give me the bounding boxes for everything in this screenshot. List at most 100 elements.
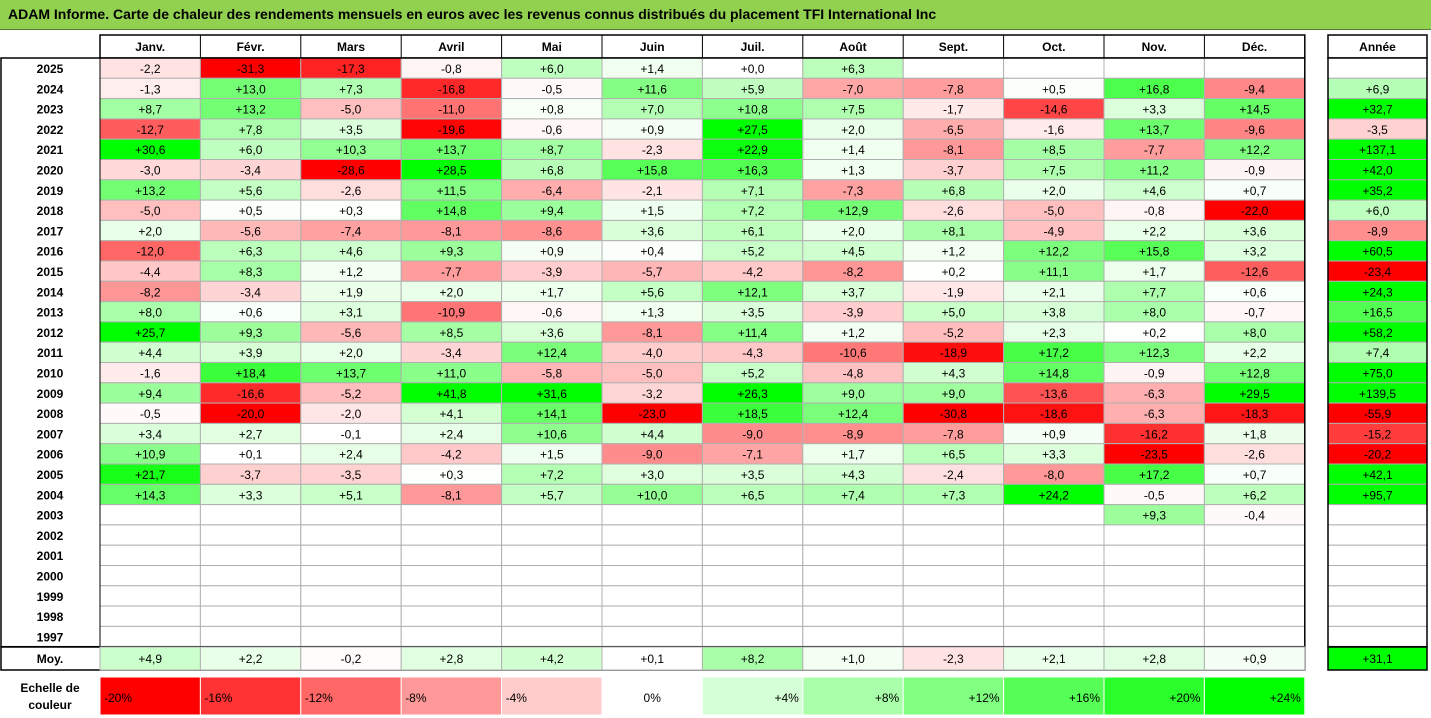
cell-value: +11,2 [1139,164,1169,178]
annual-value: +75,0 [1362,367,1393,381]
year-label: 2024 [37,82,64,96]
cell-value: +8,0 [138,306,162,320]
cell-value: +0,5 [1042,82,1066,96]
cell-value: -28,6 [337,164,365,178]
page-title: ADAM Informe. Carte de chaleur des rende… [8,6,937,22]
cell-value: +0,9 [640,123,664,137]
heat-cell [199,565,302,587]
heat-cell [902,504,1005,526]
cell-value: +0,7 [1243,468,1267,482]
heat-cell [1103,524,1205,546]
cell-value: -3,4 [240,164,261,178]
year-label: 2013 [37,306,64,320]
cell-value: +10,8 [737,103,768,117]
cell-value: -8,1 [441,224,462,238]
scale-swatch [1003,676,1105,716]
cell-value: +10,9 [135,448,166,462]
cell-value: -4,9 [1043,224,1064,238]
heat-cell [400,605,503,627]
cell-value: -2,2 [140,62,161,76]
cell-value: +14,5 [1239,103,1270,117]
cell-value: +14,8 [1039,367,1070,381]
cell-value: +2,4 [440,427,464,441]
year-label: 2009 [37,387,64,401]
cell-value: +6,3 [841,62,865,76]
cell-value: +8,5 [440,326,464,340]
cell-value: -8,6 [541,224,562,238]
cell-value: +18,5 [737,407,768,421]
year-label: 2005 [37,468,64,482]
cell-value: +13,2 [235,103,266,117]
cell-value: -4,2 [742,265,763,279]
annual-value: -20,2 [1364,448,1392,462]
cell-value: -8,2 [843,265,864,279]
average-value: -2,3 [943,652,964,666]
cell-value: +18,4 [235,367,266,381]
heat-cell [199,504,302,526]
average-value: +8,2 [741,652,765,666]
cell-value: -5,0 [341,103,362,117]
cell-value: +1,4 [841,143,865,157]
cell-value: -0,9 [1244,164,1265,178]
cell-value: +1,4 [640,62,664,76]
cell-value: +7,8 [239,123,263,137]
cell-value: +30,6 [135,143,166,157]
heat-cell [802,524,904,546]
cell-value: +3,3 [239,488,263,502]
heat-cell [199,524,302,546]
cell-value: +10,6 [537,427,568,441]
heat-cell [601,605,703,627]
cell-value: +7,2 [540,468,564,482]
cell-value: -4,4 [140,265,161,279]
annual-value: +6,0 [1366,204,1390,218]
annual-value: -8,9 [1367,224,1388,238]
cell-value: -0,8 [1144,204,1165,218]
cell-value: +0,2 [942,265,966,279]
annual-value: +58,2 [1362,326,1393,340]
month-header: Avril [438,40,464,54]
cell-value: +10,0 [637,488,668,502]
cell-value: -4,2 [441,448,462,462]
heat-cell [199,625,302,648]
month-header: Sept. [939,40,968,54]
scale-label: Echelle de [20,681,80,695]
heat-cell [902,544,1005,567]
heat-cell [1203,605,1306,627]
cell-value: +12,3 [1139,346,1170,360]
annual-value: +7,4 [1366,346,1390,360]
cell-value: -16,8 [438,82,466,96]
average-value: +2,2 [239,652,263,666]
cell-value: +7,3 [339,82,363,96]
cell-value: -1,6 [140,367,161,381]
annual-value: +95,7 [1362,488,1393,502]
cell-value: -2,4 [943,468,964,482]
year-label: 1998 [37,610,64,624]
cell-value: +5,6 [239,184,263,198]
cell-value: +8,5 [1042,143,1066,157]
year-label: 2012 [37,326,64,340]
scale-swatch [300,676,402,716]
cell-value: -0,4 [1244,509,1265,523]
heat-cell [701,605,804,627]
heat-cell [400,544,503,567]
heat-cell [400,504,503,526]
heat-cell [1103,57,1205,79]
annual-value: +139,5 [1359,387,1396,401]
cell-value: +28,5 [436,164,467,178]
cell-value: +5,1 [339,488,363,502]
heat-cell [199,605,302,627]
heat-cell [99,544,201,567]
scale-tick-label: +12% [969,691,1000,705]
cell-value: +7,1 [741,184,765,198]
cell-value: +10,3 [336,143,367,157]
heat-cell [701,625,804,648]
cell-value: -5,7 [642,265,663,279]
annual-value: +42,1 [1362,468,1393,482]
heat-cell [501,544,603,567]
cell-value: +7,5 [1042,164,1066,178]
heat-cell [99,605,201,627]
cell-value: +0,9 [1042,427,1066,441]
heat-cell [199,544,302,567]
cell-value: -2,1 [642,184,663,198]
cell-value: -0,6 [541,123,562,137]
